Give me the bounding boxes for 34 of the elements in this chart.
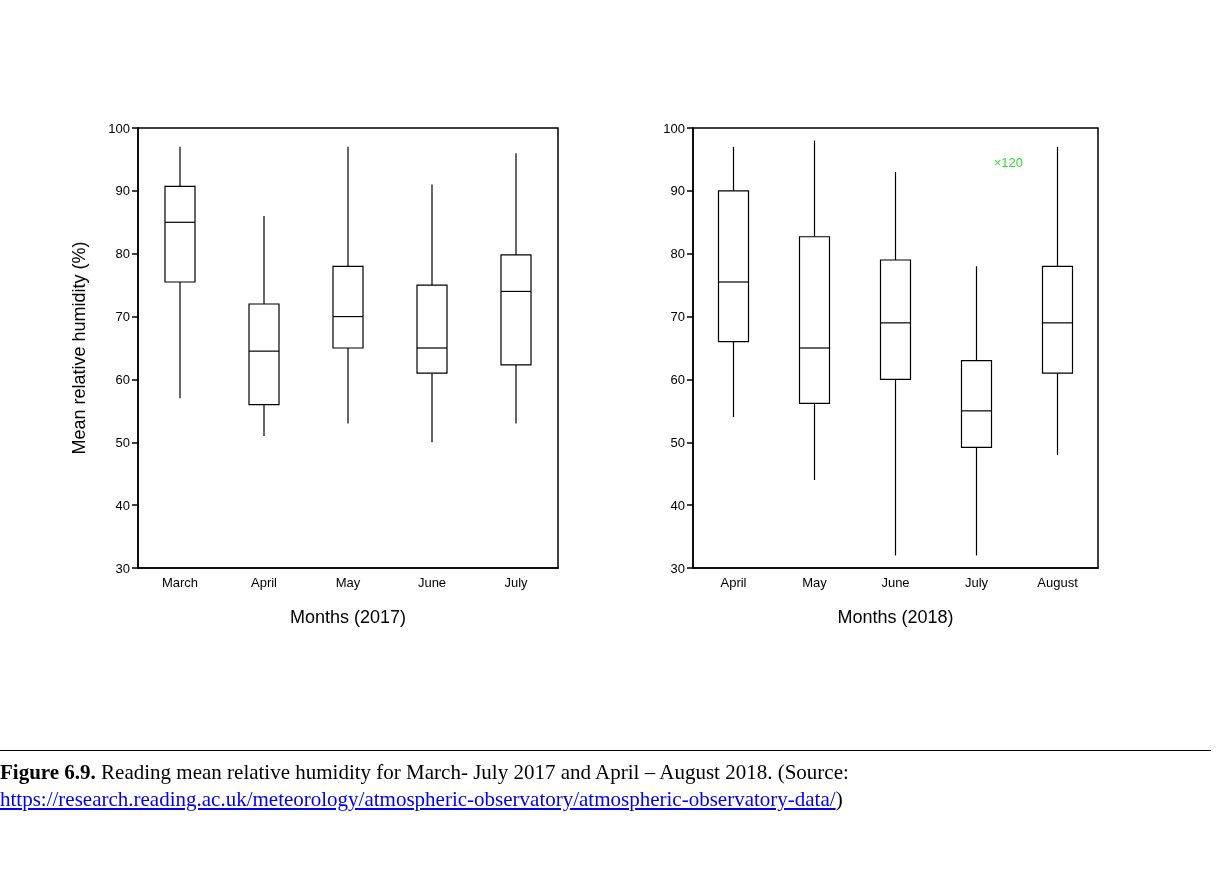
y-tick-label: 40 (670, 497, 685, 513)
y-tick-label: 50 (115, 434, 130, 450)
x-tick-label: June (417, 575, 447, 590)
y-tick-label: 90 (670, 183, 685, 199)
y-tick-label: 30 (115, 560, 130, 576)
y-tick-label: 60 (115, 371, 130, 387)
x-tick-label: April (720, 575, 747, 590)
y-tick-label: 80 (670, 246, 685, 262)
x-axis-title: Months (2018) (837, 607, 954, 627)
x-tick-label: March (161, 575, 199, 590)
annotation: ×120 (993, 155, 1024, 170)
x-tick-label: July (504, 575, 529, 590)
y-tick-label: 30 (670, 560, 685, 576)
y-tick-label: 100 (108, 120, 130, 136)
text: ) (835, 787, 843, 811)
y-tick-label: 80 (115, 246, 130, 262)
y-tick-label: 90 (115, 183, 130, 199)
y-tick-label: 70 (670, 309, 685, 325)
y-axis-title: Mean relative humidity (%) (69, 241, 89, 455)
x-axis-title: Months (2017) (289, 607, 407, 627)
x-tick-label: May (802, 575, 828, 590)
y-tick-label: 60 (670, 371, 685, 387)
x-tick-label: August (1037, 575, 1079, 590)
x-tick-label: April (250, 575, 278, 590)
y-tick-label: 50 (670, 434, 685, 450)
x-tick-label: June (881, 575, 910, 590)
y-tick-label: 40 (115, 497, 130, 513)
x-tick-label: July (964, 575, 989, 590)
text: https://research.reading.ac.uk/meteorology/atmospheric-observatory/atmospheric-observatory-data/ (0, 787, 836, 811)
y-tick-label: 100 (663, 120, 685, 136)
y-tick-label: 70 (115, 309, 130, 325)
x-tick-label: May (335, 575, 361, 590)
caption: Figure 6.9. (0, 760, 97, 784)
text: Reading mean relative humidity for March- July 2017 and April – August 2018. (Source: (101, 760, 849, 784)
